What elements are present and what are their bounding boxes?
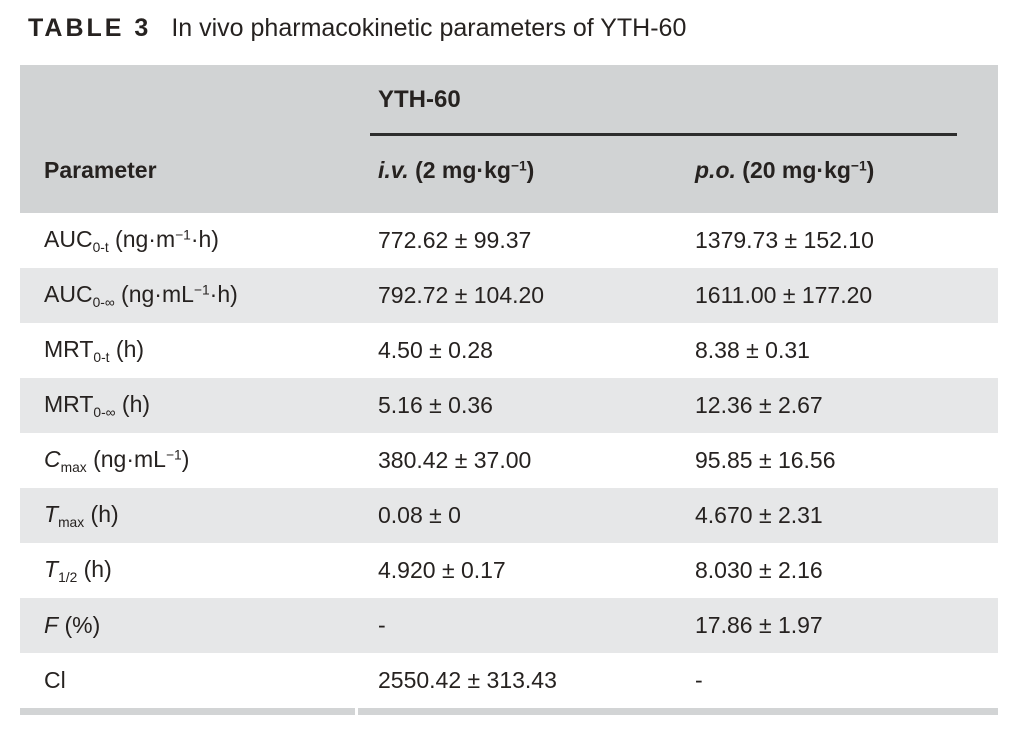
po-value-cell: 12.36 ± 2.67	[695, 392, 823, 418]
column-header-row: Parameter i.v. (2 mg·kg−1) p.o. (20 mg·k…	[20, 157, 998, 184]
column-header-iv: i.v. (2 mg·kg−1)	[378, 157, 535, 183]
iv-value-cell: 380.42 ± 37.00	[378, 447, 532, 473]
table-row: Cmax (ng·mL−1) 380.42 ± 37.00 95.85 ± 16.5…	[20, 433, 998, 488]
po-value-cell: 8.030 ± 2.16	[695, 557, 823, 583]
column-header-parameter: Parameter	[44, 157, 157, 183]
table-row: AUC0-∞ (ng·mL−1·h) 792.72 ± 104.20 1611.00…	[20, 268, 998, 323]
table-bottom-border	[20, 708, 998, 715]
table-header: YTH-60 Parameter i.v. (2 mg·kg−1) p.o. (…	[20, 65, 998, 213]
parameter-cell: Tmax (h)	[44, 500, 119, 531]
iv-value-cell: -	[378, 612, 386, 638]
column-header-po: p.o. (20 mg·kg−1)	[695, 157, 875, 183]
parameter-cell: Cl	[44, 667, 66, 693]
bottom-border-left-segment	[20, 708, 355, 715]
po-value-cell: 8.38 ± 0.31	[695, 337, 810, 363]
iv-value-cell: 792.72 ± 104.20	[378, 282, 545, 308]
table-row: MRT0-∞ (h) 5.16 ± 0.36 12.36 ± 2.67	[20, 378, 998, 433]
iv-value-cell: 4.920 ± 0.17	[378, 557, 506, 583]
table-row: Cl 2550.42 ± 313.43 -	[20, 653, 998, 708]
bottom-border-right-segment	[358, 708, 998, 715]
group-header-yth60: YTH-60	[378, 86, 461, 113]
table-row: AUC0-t (ng·m−1·h) 772.62 ± 99.37 1379.73 ±…	[20, 213, 998, 268]
po-value-cell: 4.670 ± 2.31	[695, 502, 823, 528]
po-value-cell: 17.86 ± 1.97	[695, 612, 823, 638]
pk-table: YTH-60 Parameter i.v. (2 mg·kg−1) p.o. (…	[20, 65, 998, 715]
table-number: TABLE 3	[28, 14, 152, 42]
po-value-cell: 1611.00 ± 177.20	[695, 282, 873, 308]
iv-value-cell: 772.62 ± 99.37	[378, 227, 532, 253]
parameter-cell: Cmax (ng·mL−1)	[44, 445, 190, 476]
table-row: T1/2 (h) 4.920 ± 0.17 8.030 ± 2.16	[20, 543, 998, 598]
parameter-cell: F (%)	[44, 612, 101, 638]
po-value-cell: -	[695, 667, 703, 693]
table-title-text: In vivo pharmacokinetic parameters of YT…	[171, 14, 687, 42]
iv-value-cell: 0.08 ± 0	[378, 502, 461, 528]
iv-value-cell: 5.16 ± 0.36	[378, 392, 493, 418]
table-row: MRT0-t (h) 4.50 ± 0.28 8.38 ± 0.31	[20, 323, 998, 378]
table-row: F (%) - 17.86 ± 1.97	[20, 598, 998, 653]
po-value-cell: 95.85 ± 16.56	[695, 447, 836, 473]
parameter-cell: T1/2 (h)	[44, 555, 112, 586]
parameter-cell: AUC0-∞ (ng·mL−1·h)	[44, 280, 238, 311]
iv-value-cell: 4.50 ± 0.28	[378, 337, 493, 363]
table-rows: AUC0-t (ng·m−1·h) 772.62 ± 99.37 1379.73 ±…	[20, 213, 998, 708]
parameter-cell: MRT0-∞ (h)	[44, 390, 151, 421]
group-header-rule	[370, 133, 957, 136]
iv-value-cell: 2550.42 ± 313.43	[378, 667, 557, 693]
parameter-cell: AUC0-t (ng·m−1·h)	[44, 225, 219, 256]
parameter-cell: MRT0-t (h)	[44, 335, 145, 366]
po-value-cell: 1379.73 ± 152.10	[695, 227, 874, 253]
table-row: Tmax (h) 0.08 ± 0 4.670 ± 2.31	[20, 488, 998, 543]
table-caption: TABLE 3 In vivo pharmacokinetic parameter…	[28, 14, 686, 43]
